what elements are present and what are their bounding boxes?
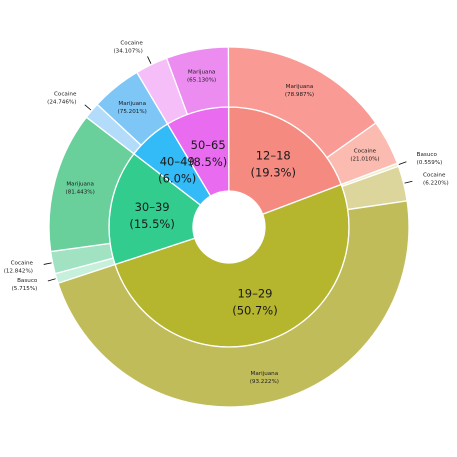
outer-wedge-19-29-marijuana	[57, 200, 410, 408]
outer-pct-30-39-basuco: (5.715%)	[12, 286, 38, 292]
outer-label-40-49-cocaine: Cocaine	[54, 92, 77, 98]
outer-label-12-18-marijuana: Marijuana	[286, 84, 314, 90]
inner-pct-50-65: (8.5%)	[189, 155, 227, 169]
outer-label-30-39-cocaine: Cocaine	[11, 261, 34, 267]
outer-labels: Marijuana (78.987%) Cocaine (21.010%) Basuco…	[4, 41, 449, 385]
outer-label-30-39-basuco: Basuco	[17, 278, 38, 284]
outer-wedge-50-65-marijuana	[165, 46, 230, 116]
leader-line	[84, 104, 92, 111]
outer-pct-12-18-cocaine: (21.010%)	[350, 157, 379, 163]
outer-pct-50-65-marijuana: (65.130%)	[187, 77, 216, 83]
outer-pct-19-29-marijuana: (93.222%)	[250, 379, 279, 385]
leader-line	[404, 180, 413, 184]
inner-pct-19-29: (50.7%)	[232, 304, 278, 318]
outer-label-12-18-cocaine: Cocaine	[354, 149, 377, 155]
outer-pct-40-49-marijuana: (75.201%)	[118, 109, 147, 115]
inner-labels: 12–18 (19.3%) 19–29 (50.7%) 30–39 (15.5%) 40–4…	[129, 138, 296, 318]
leader-line	[147, 56, 152, 64]
outer-label-19-29-basuco: Basuco	[417, 152, 438, 158]
leader-line	[47, 278, 56, 282]
inner-ring	[108, 106, 350, 348]
inner-pct-12-18: (19.3%)	[250, 166, 296, 180]
outer-ring	[48, 46, 410, 408]
inner-label-40-49: 40–49	[160, 155, 195, 169]
leader-line	[43, 262, 52, 265]
outer-pct-12-18-marijuana: (78.987%)	[285, 92, 314, 98]
outer-label-40-49-marijuana: Marijuana	[118, 101, 146, 107]
inner-label-19-29: 19–29	[237, 287, 272, 301]
outer-pct-40-49-cocaine: (24.746%)	[47, 100, 76, 106]
leader-line	[398, 161, 407, 165]
outer-label-50-65-cocaine: Cocaine	[120, 41, 143, 47]
outer-pct-30-39-marijuana: (81.443%)	[66, 189, 95, 195]
outer-label-19-29-marijuana: Marijuana	[251, 371, 279, 377]
inner-label-30-39: 30–39	[135, 200, 170, 214]
inner-pct-30-39: (15.5%)	[129, 217, 175, 231]
outer-label-30-39-marijuana: Marijuana	[66, 181, 94, 187]
outer-label-50-65-marijuana: Marijuana	[188, 69, 216, 75]
inner-pct-40-49: (6.0%)	[158, 172, 196, 186]
outer-pct-19-29-cocaine: (6.220%)	[423, 181, 449, 187]
outer-pct-19-29-basuco: (0.559%)	[417, 160, 443, 166]
inner-label-50-65: 50–65	[191, 138, 226, 152]
outer-label-19-29-cocaine: Cocaine	[423, 173, 446, 179]
outer-pct-50-65-cocaine: (34.107%)	[114, 49, 143, 55]
outer-pct-30-39-cocaine: (12.842%)	[4, 269, 33, 275]
inner-label-12-18: 12–18	[256, 149, 291, 163]
